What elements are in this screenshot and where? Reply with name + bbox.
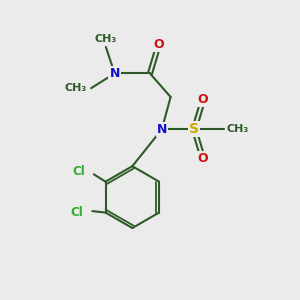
Text: O: O xyxy=(154,38,164,50)
Text: O: O xyxy=(198,152,208,165)
Text: Cl: Cl xyxy=(71,206,83,219)
Text: S: S xyxy=(189,122,199,136)
Text: N: N xyxy=(110,67,120,80)
Text: CH₃: CH₃ xyxy=(226,124,249,134)
Text: CH₃: CH₃ xyxy=(95,34,117,44)
Text: O: O xyxy=(198,93,208,106)
Text: Cl: Cl xyxy=(72,165,85,178)
Text: N: N xyxy=(157,123,167,136)
Text: CH₃: CH₃ xyxy=(64,83,87,93)
